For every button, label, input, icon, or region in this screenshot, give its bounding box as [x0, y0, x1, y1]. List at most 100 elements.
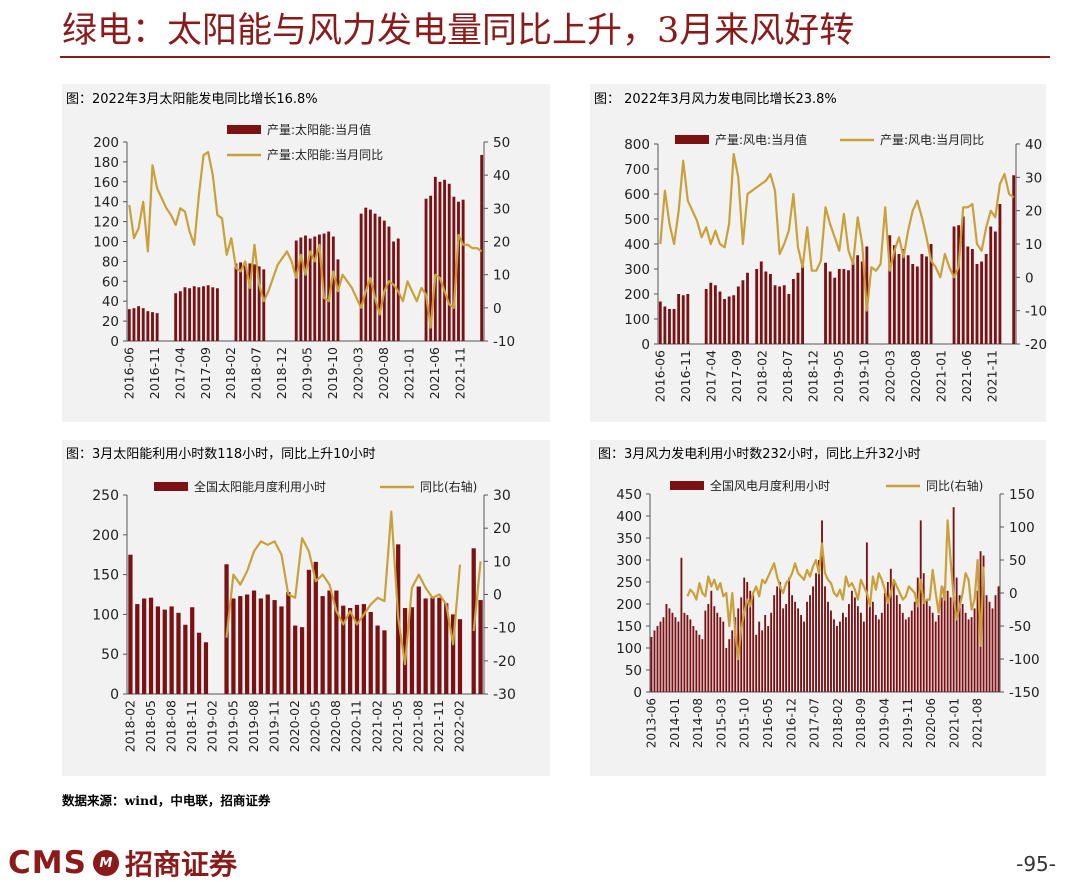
- bar: [668, 608, 671, 692]
- bar: [859, 612, 862, 692]
- x-tick-label: 2020-05: [308, 700, 323, 752]
- bar: [985, 595, 988, 692]
- bar: [809, 595, 811, 692]
- bar: [920, 254, 924, 344]
- y-left-tick-label: 100: [93, 235, 119, 251]
- bar: [378, 216, 382, 341]
- x-tick-label: 2019-10: [325, 347, 340, 399]
- bar: [447, 183, 451, 341]
- bar: [704, 289, 708, 344]
- bar: [650, 637, 653, 692]
- bar: [827, 601, 829, 692]
- y-right-tick-label: -10: [493, 334, 515, 350]
- bar: [828, 271, 832, 344]
- y-right-tick-label: 10: [493, 554, 511, 570]
- bar: [865, 542, 868, 692]
- bar: [764, 615, 767, 692]
- bar: [725, 648, 728, 692]
- bar: [265, 594, 270, 694]
- bar: [868, 599, 871, 692]
- bar: [689, 619, 692, 692]
- x-tick-label: 2018-07: [780, 350, 795, 402]
- bar: [313, 561, 318, 694]
- bar: [982, 555, 985, 692]
- bar: [653, 630, 656, 692]
- bar: [234, 263, 238, 341]
- bar: [919, 520, 922, 692]
- x-tick-label: 2017-04: [703, 350, 718, 402]
- bar: [907, 617, 910, 692]
- bar: [146, 311, 150, 341]
- bar: [940, 597, 943, 692]
- bar: [892, 245, 896, 344]
- series-line: [686, 519, 985, 661]
- chart-solar-output: 0 20 40 60 80 100 120 140 160 180 200 -10 0 10 20 30 40 5…: [93, 122, 515, 399]
- bar: [761, 630, 764, 692]
- bar: [988, 601, 991, 692]
- bar: [443, 179, 447, 341]
- bar: [674, 617, 677, 692]
- x-tick-label: 2021-05: [390, 700, 405, 752]
- y-right-tick-label: 30: [493, 201, 510, 217]
- bar: [429, 195, 433, 341]
- bar: [132, 308, 136, 341]
- bar: [135, 604, 140, 694]
- y-left-tick-label: 250: [616, 575, 642, 591]
- bar: [279, 606, 284, 694]
- bar: [258, 598, 264, 694]
- bar: [731, 630, 734, 692]
- bar: [327, 231, 331, 341]
- bar: [148, 597, 154, 694]
- bar: [980, 261, 983, 344]
- y-left-tick-label: 350: [616, 531, 642, 547]
- y-left-tick-label: 700: [624, 162, 650, 178]
- bar: [375, 625, 380, 694]
- bar: [364, 207, 368, 341]
- y-right-tick-label: -10: [493, 621, 516, 637]
- bar: [791, 595, 794, 692]
- bar: [334, 590, 339, 694]
- bar: [856, 606, 859, 692]
- bar: [336, 259, 340, 341]
- bar: [791, 279, 795, 344]
- bar: [973, 608, 976, 692]
- bar: [833, 619, 835, 692]
- series-line: [225, 510, 462, 666]
- bar: [773, 595, 776, 692]
- bar: [155, 313, 159, 341]
- x-tick-label: 2018-02: [831, 698, 845, 748]
- bar: [320, 596, 325, 694]
- bar: [183, 624, 188, 694]
- bar: [423, 598, 428, 694]
- bar: [934, 621, 937, 692]
- y-right-tick-label: 0: [1009, 586, 1018, 602]
- bar: [457, 619, 463, 694]
- y-right-tick-label: -20: [1025, 337, 1047, 353]
- page-number: -95-: [1016, 852, 1056, 876]
- bar: [293, 625, 298, 694]
- bar: [347, 608, 353, 694]
- bar: [306, 569, 312, 694]
- bar: [776, 586, 779, 692]
- bar: [169, 606, 174, 694]
- chart-wind-hours: 0 50 100 150 200 250 300 350 400 450 -150 -100 -50 0 5…: [616, 478, 1039, 748]
- bar: [836, 626, 838, 692]
- bar: [812, 586, 814, 692]
- bar: [853, 597, 856, 692]
- bar: [818, 560, 820, 692]
- x-tick-label: 2021-11: [985, 350, 1000, 402]
- x-tick-label: 2020-08: [908, 350, 923, 402]
- bar: [961, 604, 964, 692]
- x-tick-label: 2019-11: [901, 698, 915, 748]
- bar: [755, 269, 759, 344]
- bar: [862, 621, 865, 692]
- bar: [957, 225, 961, 344]
- bar: [444, 603, 449, 694]
- bar: [767, 626, 770, 692]
- x-tick-label: 2018-12: [274, 347, 289, 399]
- bar: [800, 615, 802, 692]
- y-right-tick-label: 20: [1025, 204, 1042, 220]
- bar: [1012, 175, 1016, 344]
- bar: [707, 604, 710, 692]
- bar: [668, 309, 671, 344]
